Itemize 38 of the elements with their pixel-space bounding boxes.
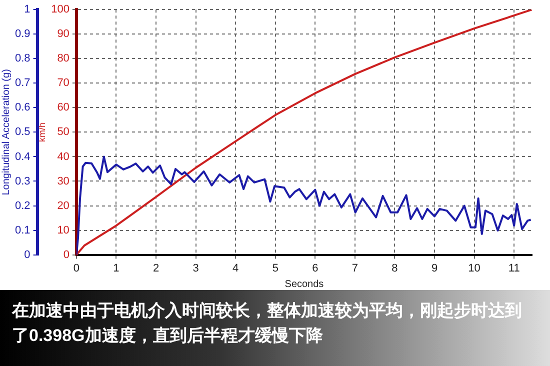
y2-tick-label: 70 [57,77,70,90]
x-tick-label: 6 [312,262,318,274]
y-tick-label: 0.4 [14,150,30,163]
x-tick-label: 9 [431,262,438,274]
x-tick-label: 5 [272,262,278,274]
y-tick-label: 0.3 [14,175,30,188]
y-tick-label: 0.8 [14,52,30,65]
text: 在加速中由于电机介入时间较长，整体加速较为平均，刚起步时达到了0.398G加速度，直到后半程才缓慢下降 [12,300,523,347]
x-tick-label: 10 [468,262,480,274]
y2-tick-label: 20 [57,200,70,212]
x-tick-label: 7 [352,262,358,274]
x-tick-label: 2 [152,262,160,274]
y2-tick-label: 40 [57,150,70,163]
y2-tick-label: 80 [57,52,70,65]
y2-tick-label: 100 [51,4,70,16]
y-tick-label: 0.9 [14,28,30,40]
y2-tick-label: 30 [57,175,70,188]
y-tick-label: 0.7 [14,77,30,90]
y2-tick-label: 60 [57,102,70,114]
x-tick-label: 0 [73,262,80,274]
y-tick-label: 0.2 [14,200,30,212]
y2-tick-label: 50 [57,126,70,138]
y-tick-label: 0.6 [14,102,30,114]
y2-tick-label: 10 [57,224,70,236]
y2-tick-label: 0 [63,248,70,261]
x-tick-label: 8 [392,262,398,274]
x-tick-label: 11 [508,262,520,274]
y-tick-label: 1 [24,4,30,16]
x-axis-title: Seconds [284,278,324,290]
x-tick-label: 3 [192,262,199,274]
x-tick-label: 1 [113,262,120,274]
y-tick-label: 0.1 [14,224,30,236]
y2-axis-title: km/h [37,122,48,142]
y-tick-label: 0 [24,248,30,261]
x-tick-label: 4 [232,262,239,274]
y-axis-title: Longitudinal Acceleration (g) [0,69,12,196]
y2-tick-label: 90 [57,28,70,40]
y-tick-label: 0.5 [14,126,30,138]
